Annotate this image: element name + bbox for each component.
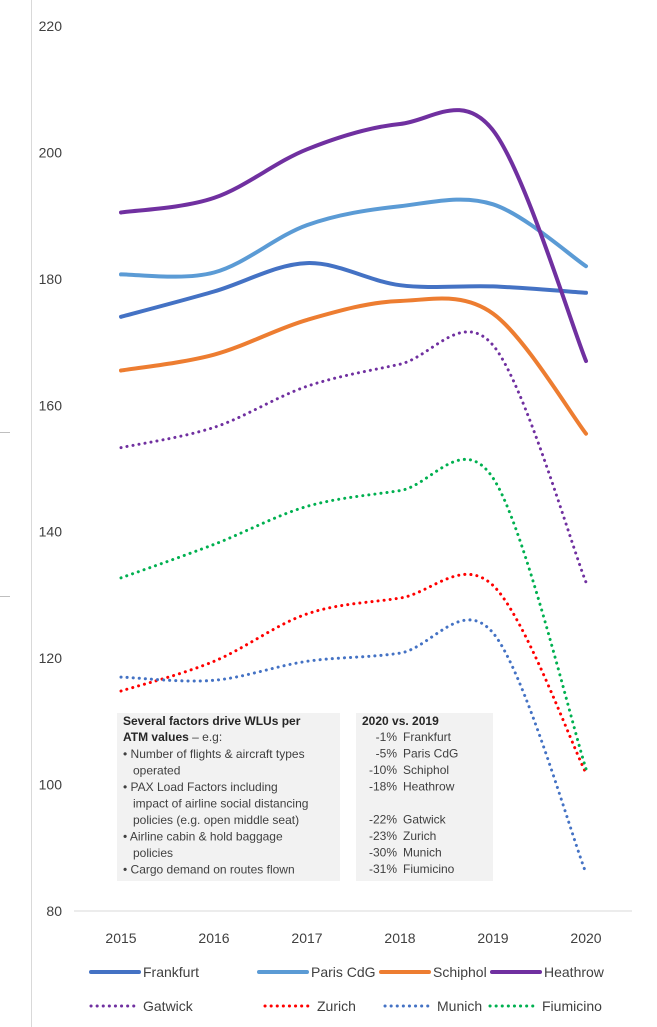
y-tick-label: 100: [39, 777, 63, 793]
comparison-pct: -10%: [369, 763, 397, 777]
series-gatwick: [119, 330, 588, 584]
comparison-title: 2020 vs. 2019: [362, 714, 439, 728]
comparison-airport: Heathrow: [403, 780, 455, 794]
comparison-pct: -30%: [369, 846, 397, 860]
factors-item: operated: [123, 764, 180, 778]
series-line: [119, 296, 588, 436]
edge-mark: [0, 596, 10, 597]
legend-item: Gatwick: [89, 998, 194, 1014]
legend-label: Frankfurt: [143, 964, 199, 980]
comparison-pct: -23%: [369, 829, 397, 843]
comparison-pct: -18%: [369, 780, 397, 794]
comparison-annotation: 2020 vs. 2019 -1% Frankfurt -5% Paris CdG -1…: [356, 713, 493, 881]
comparison-airport: Gatwick: [403, 813, 447, 827]
factors-item: • Cargo demand on routes flown: [123, 863, 295, 877]
series-line: [119, 457, 588, 771]
series-heathrow: [119, 108, 588, 363]
y-tick-label: 180: [39, 271, 63, 287]
legend-label: Schiphol: [433, 964, 487, 980]
factors-annotation: Several factors drive WLUs per ATM value…: [117, 713, 340, 881]
legend-label: Heathrow: [544, 964, 605, 980]
legend-label: Gatwick: [143, 998, 194, 1014]
legend-item: Frankfurt: [89, 964, 199, 980]
x-tick-label: 2018: [384, 930, 415, 946]
comparison-airport: Paris CdG: [403, 747, 458, 761]
series-lines: [119, 108, 588, 875]
factors-item: • PAX Load Factors including: [123, 780, 278, 794]
factors-item: • Number of flights & aircraft types: [123, 747, 305, 761]
factors-item: impact of airline social distancing: [123, 797, 308, 811]
x-tick-label: 2015: [105, 930, 136, 946]
series-line: [119, 618, 588, 875]
x-tick-label: 2020: [570, 930, 601, 946]
series-fiumicino: [119, 457, 588, 771]
factors-title-line2: ATM values – e.g:: [123, 730, 222, 744]
y-tick-label: 220: [39, 18, 63, 34]
edge-mark: [0, 432, 10, 433]
x-tick-label: 2017: [291, 930, 322, 946]
comparison-airport: Munich: [403, 846, 442, 860]
legend-item: Heathrow: [490, 964, 605, 980]
comparison-airport: Schiphol: [403, 763, 449, 777]
legend-label: Paris CdG: [311, 964, 376, 980]
series-frankfurt: [119, 261, 588, 319]
factors-item: policies: [123, 846, 173, 860]
x-axis: 2015 2016 2017 2018 2019 2020: [105, 930, 601, 946]
factors-title-line1: Several factors drive WLUs per: [123, 714, 301, 728]
series-munich: [119, 618, 588, 875]
legend-label: Munich: [437, 998, 482, 1014]
y-tick-label: 140: [39, 524, 63, 540]
x-tick-label: 2019: [477, 930, 508, 946]
legend-item: Zurich: [263, 998, 356, 1014]
comparison-pct: -22%: [369, 813, 397, 827]
series-line: [119, 572, 588, 775]
comparison-airport: Zurich: [403, 829, 436, 843]
y-tick-label: 200: [39, 144, 63, 160]
y-axis: 80 100 120 140 160 180 200 220: [39, 18, 63, 919]
x-tick-label: 2016: [198, 930, 229, 946]
legend-label: Fiumicino: [542, 998, 602, 1014]
factors-title-bold: ATM values: [123, 730, 189, 744]
legend-label: Zurich: [317, 998, 356, 1014]
legend-item: Fiumicino: [488, 998, 602, 1014]
series-schiphol: [119, 296, 588, 436]
series-line: [119, 330, 588, 584]
factors-item: • Airline cabin & hold baggage: [123, 830, 283, 844]
comparison-airport: Frankfurt: [403, 730, 452, 744]
y-tick-label: 120: [39, 650, 63, 666]
legend: Frankfurt Paris CdG Schiphol Heathrow Gatwic…: [89, 964, 605, 1014]
factors-item: policies (e.g. open middle seat): [123, 813, 299, 827]
comparison-pct: -5%: [376, 747, 398, 761]
legend-item: Munich: [383, 998, 482, 1014]
comparison-airport: Fiumicino: [403, 862, 455, 876]
series-paris-cdg: [119, 197, 588, 279]
y-tick-label: 160: [39, 397, 63, 413]
comparison-pct: -31%: [369, 862, 397, 876]
factors-title-rest: – e.g:: [189, 730, 222, 744]
left-border: [31, 0, 32, 1027]
series-line: [119, 108, 588, 363]
series-line: [119, 261, 588, 319]
y-tick-label: 80: [46, 903, 62, 919]
legend-item: Schiphol: [379, 964, 487, 980]
comparison-pct: -1%: [376, 730, 398, 744]
series-zurich: [119, 572, 588, 775]
legend-item: Paris CdG: [257, 964, 376, 980]
series-line: [119, 197, 588, 279]
